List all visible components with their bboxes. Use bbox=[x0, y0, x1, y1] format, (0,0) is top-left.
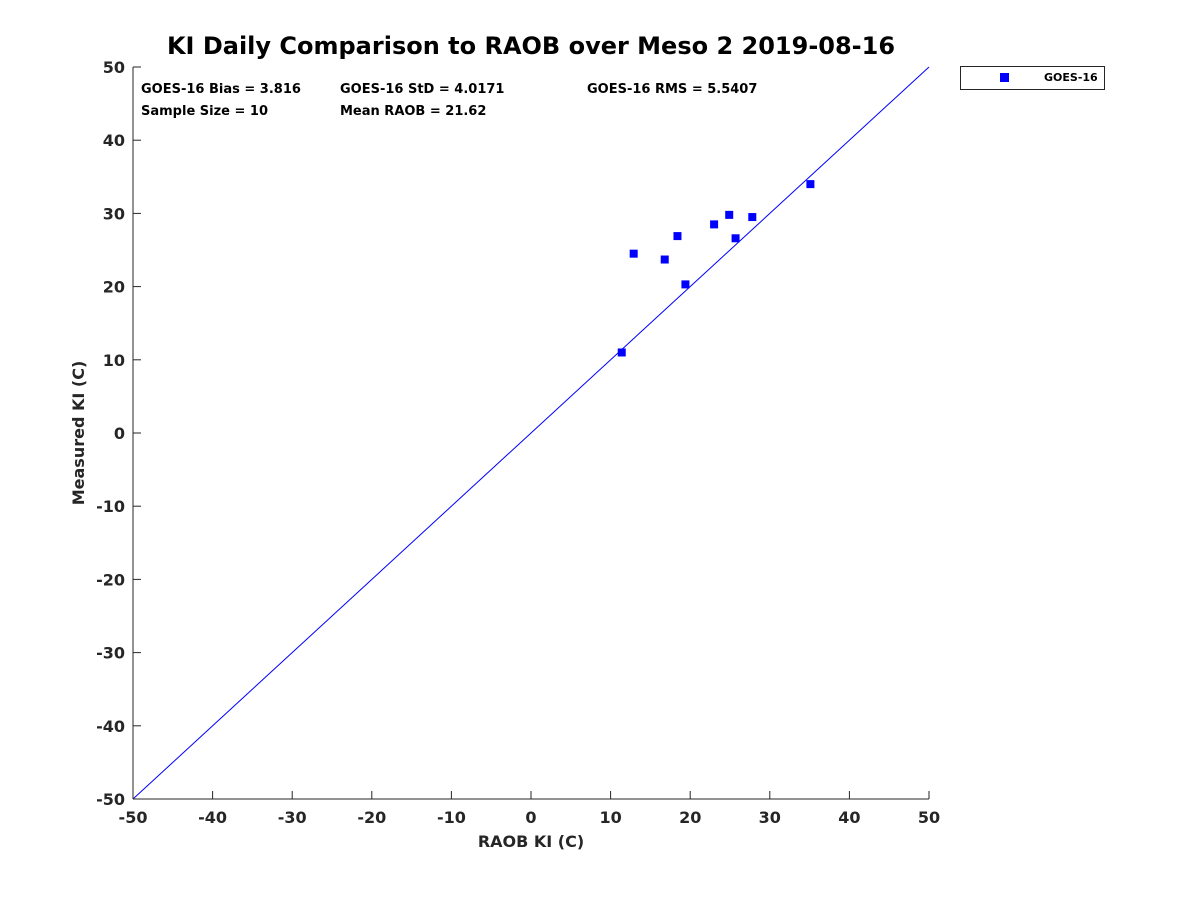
y-axis: -50 -40 -30 -20 -10 0 10 20 30 40 50 bbox=[96, 58, 141, 809]
data-point bbox=[660, 255, 669, 264]
x-tick-label: 40 bbox=[838, 808, 860, 827]
legend-marker-goes16 bbox=[1000, 73, 1009, 82]
bias-stat: GOES-16 Bias = 3.816 bbox=[141, 82, 301, 97]
x-tick-label: 0 bbox=[525, 808, 536, 827]
x-tick-label: -40 bbox=[198, 808, 227, 827]
y-tick-label: 30 bbox=[103, 204, 125, 223]
y-tick-label: 20 bbox=[103, 278, 125, 297]
data-marks bbox=[132, 66, 930, 800]
y-tick-label: -10 bbox=[96, 497, 125, 516]
one-to-one-line bbox=[132, 66, 930, 800]
data-point bbox=[806, 180, 815, 189]
x-tick-label: 10 bbox=[599, 808, 621, 827]
y-tick-label: 50 bbox=[103, 58, 125, 77]
x-tick-label: -50 bbox=[119, 808, 148, 827]
data-point bbox=[710, 220, 719, 229]
y-tick-label: -50 bbox=[96, 790, 125, 809]
data-point bbox=[617, 348, 626, 357]
y-tick-label: -20 bbox=[96, 570, 125, 589]
x-axis-label: RAOB KI (C) bbox=[478, 832, 584, 851]
x-tick-label: -10 bbox=[437, 808, 466, 827]
chart-title: KI Daily Comparison to RAOB over Meso 2 … bbox=[167, 32, 895, 60]
legend-label-goes16: GOES-16 bbox=[1044, 71, 1098, 84]
y-tick-label: 40 bbox=[103, 131, 125, 150]
mean-raob-stat: Mean RAOB = 21.62 bbox=[340, 104, 486, 119]
rms-stat: GOES-16 RMS = 5.5407 bbox=[587, 82, 757, 97]
x-axis: -50 -40 -30 -20 -10 0 10 20 30 40 50 bbox=[119, 791, 940, 827]
x-tick-label: 50 bbox=[918, 808, 940, 827]
plot-area: -50 -40 -30 -20 -10 0 10 20 30 40 50 -50-40-30-20-… bbox=[96, 58, 940, 827]
data-point bbox=[629, 249, 638, 258]
std-stat: GOES-16 StD = 4.0171 bbox=[340, 82, 504, 97]
data-point bbox=[748, 213, 757, 222]
legend-box bbox=[960, 66, 1105, 90]
data-point bbox=[725, 210, 734, 219]
y-tick-label: -30 bbox=[96, 644, 125, 663]
x-tick-label: 30 bbox=[759, 808, 781, 827]
data-point bbox=[673, 232, 682, 241]
x-tick-label: -30 bbox=[278, 808, 307, 827]
stats-annotation: GOES-16 Bias = 3.816 GOES-16 StD = 4.017… bbox=[141, 82, 757, 119]
legend: GOES-16 bbox=[960, 66, 1105, 90]
sample-size-stat: Sample Size = 10 bbox=[141, 104, 268, 119]
y-tick-label: 0 bbox=[114, 424, 125, 443]
data-point bbox=[681, 280, 690, 289]
y-tick-label: -40 bbox=[96, 717, 125, 736]
y-tick-label: 10 bbox=[103, 351, 125, 370]
x-tick-label: -20 bbox=[357, 808, 386, 827]
x-tick-label: 20 bbox=[679, 808, 701, 827]
y-axis-label: Measured KI (C) bbox=[69, 361, 88, 506]
data-point bbox=[731, 234, 740, 243]
